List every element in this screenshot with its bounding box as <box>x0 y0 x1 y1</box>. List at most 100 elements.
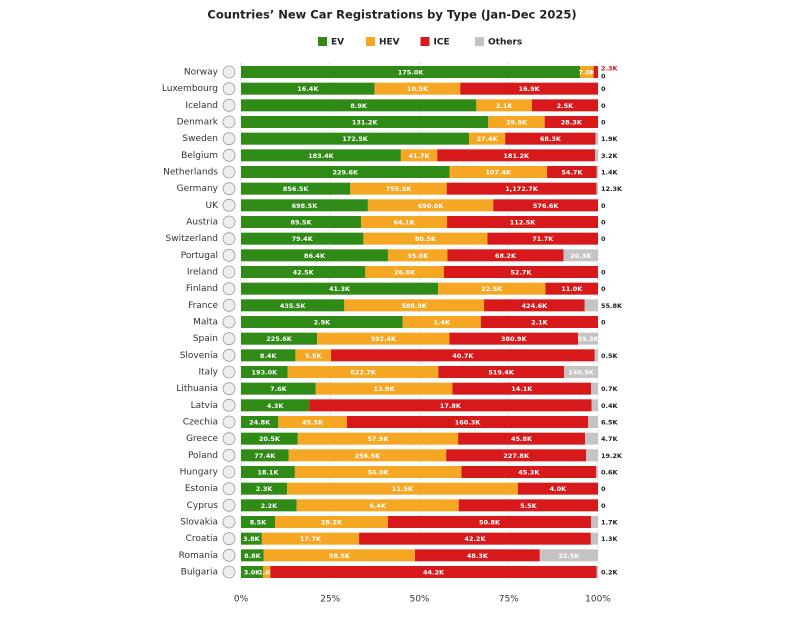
value-label: 193.0K <box>252 369 279 377</box>
value-label: 3.0K <box>244 569 262 577</box>
value-label: 435.5K <box>280 302 307 310</box>
bar-segment <box>317 332 450 345</box>
value-label: 2.1K <box>496 102 514 110</box>
bar-segment <box>437 149 596 162</box>
value-label: 17.7K <box>300 535 322 543</box>
value-label-outside: 0 <box>601 219 606 227</box>
bar-segment <box>563 249 598 262</box>
value-label: 6.4K <box>369 502 387 510</box>
bar-segment <box>331 349 595 362</box>
legend-label: ICE <box>434 38 450 48</box>
bar-segment <box>387 516 592 528</box>
bar-segment <box>241 116 489 128</box>
value-label: 229.6K <box>332 169 359 177</box>
value-label: 89.5K <box>290 219 312 227</box>
value-label: 690.0K <box>418 202 445 210</box>
bar-segment <box>564 366 598 378</box>
flag-icon <box>222 265 236 279</box>
value-label-outside: 4.7K <box>601 435 619 443</box>
bar-segment <box>367 199 494 212</box>
value-label: 256.5K <box>355 452 382 460</box>
bar-segment <box>241 166 450 178</box>
bar-segment <box>595 132 598 145</box>
bar-segment <box>365 266 444 278</box>
flag-icon <box>222 565 236 579</box>
bar-segment <box>346 416 589 428</box>
value-label-outside: 0 <box>601 102 606 110</box>
value-label-outside: 55.8K <box>601 302 623 310</box>
bar-segment <box>297 432 459 445</box>
value-label: 14.1K <box>511 385 533 393</box>
bar-segment <box>241 482 288 495</box>
value-label: 227.8K <box>503 452 530 460</box>
category-label: Lithuania <box>176 384 218 394</box>
value-label: 40.7K <box>452 352 474 360</box>
value-label: 392.4K <box>370 335 397 343</box>
value-label: 1.4K <box>434 319 452 327</box>
value-label: 112.5K <box>510 219 537 227</box>
value-label: 131.2K <box>352 119 379 127</box>
x-tick-label: 75% <box>499 595 519 605</box>
category-label: Greece <box>186 434 218 444</box>
value-label: 68.3K <box>540 135 562 143</box>
flag-icon <box>222 298 236 312</box>
bar-segment <box>241 266 366 278</box>
value-label: 1,172.7K <box>505 185 539 193</box>
category-label: Portugal <box>181 251 218 261</box>
value-label: 160.3K <box>455 419 482 427</box>
flag-icon <box>222 282 236 296</box>
bar-segment <box>350 182 447 195</box>
bar-segment <box>309 399 592 412</box>
category-label: Slovakia <box>180 518 218 528</box>
flag-icon <box>222 215 236 229</box>
bar-segment <box>584 299 598 312</box>
value-label: 172.5K <box>342 135 369 143</box>
value-label: 50.8K <box>479 519 501 527</box>
value-label: 64.1K <box>394 219 416 227</box>
bar-segment <box>414 549 540 562</box>
value-label: 181.2K <box>503 152 530 160</box>
value-label-outside: 0 <box>601 235 606 243</box>
value-label-outside: 0 <box>601 319 606 327</box>
category-label: Sweden <box>182 134 218 144</box>
value-label: 2.3K <box>256 485 274 493</box>
value-label: 41.7K <box>409 152 431 160</box>
flag-icon <box>222 415 236 429</box>
category-label: Denmark <box>177 118 219 128</box>
value-label: 424.6K <box>522 302 549 310</box>
value-label: 17.8K <box>440 402 462 410</box>
legend-label: HEV <box>379 38 400 48</box>
flag-icon <box>222 348 236 362</box>
value-label-outside: 6.5K <box>601 419 619 427</box>
value-label: 41.3K <box>329 285 351 293</box>
value-label-outside: 0 <box>601 502 606 510</box>
flag-icon <box>222 98 236 112</box>
bar-segment <box>241 182 351 195</box>
bar-segment <box>531 99 598 112</box>
value-label: 380.9K <box>501 335 528 343</box>
bar-segment <box>241 232 364 245</box>
value-label: 68.2K <box>495 252 517 260</box>
bar-segment <box>596 182 598 195</box>
bar-segment <box>591 516 598 528</box>
x-tick-label: 50% <box>409 595 429 605</box>
value-label-outside: 0 <box>601 73 606 81</box>
bar-segment <box>591 399 598 412</box>
value-label: 16.4K <box>297 85 319 93</box>
bar-segment <box>241 249 388 262</box>
value-label: 28.2K <box>321 519 343 527</box>
bar-segment <box>438 366 565 378</box>
bar-segment <box>590 532 598 545</box>
bar-segment <box>596 466 598 478</box>
value-label: 576.6K <box>533 202 560 210</box>
bar-segment <box>361 216 448 228</box>
flag-icon <box>222 198 236 212</box>
value-label: 8.4K <box>260 352 278 360</box>
value-label: 20.3K <box>570 252 592 260</box>
bar-segment <box>359 532 591 545</box>
bar-segment <box>294 466 462 478</box>
bar-segment <box>461 466 597 478</box>
value-label: 42.5K <box>293 269 315 277</box>
bar-segment <box>287 366 439 378</box>
bar-segment <box>263 566 271 578</box>
